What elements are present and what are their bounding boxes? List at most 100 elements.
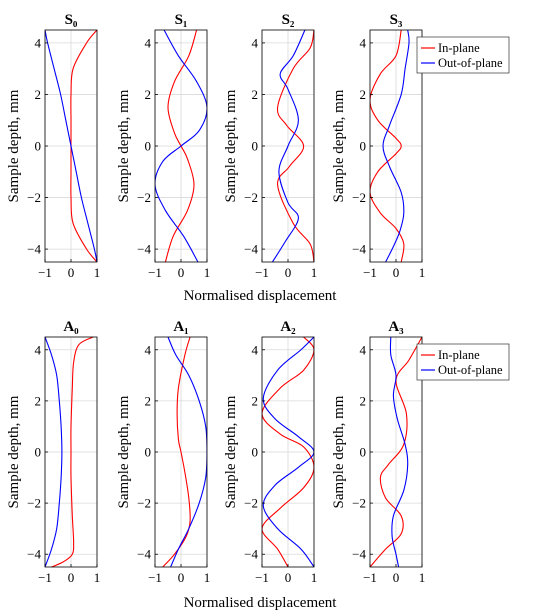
y-tick-label: 0	[145, 139, 152, 154]
legend-entry-label: Out-of-plane	[438, 56, 503, 70]
y-tick-label: 0	[252, 139, 259, 154]
y-tick-label: −2	[27, 496, 41, 511]
x-tick-label: 0	[68, 570, 75, 585]
x-tick-label: 0	[68, 265, 75, 280]
y-tick-label: 2	[360, 393, 367, 408]
x-tick-label: 0	[393, 265, 400, 280]
y-tick-label: 2	[252, 393, 259, 408]
x-tick-label: 1	[204, 265, 211, 280]
y-tick-label: 4	[360, 35, 367, 50]
legend-box	[416, 36, 510, 74]
legend-entry-label: Out-of-plane	[438, 363, 503, 377]
series-group	[45, 337, 94, 567]
panels-group: −1 0 1 −4 −2 0 2 4 S₀ Sample depth, mm −1 0 1 −4 −2 0 2 4…	[6, 12, 510, 585]
y-tick-label: 4	[252, 342, 259, 357]
panel-title: A₀	[63, 319, 79, 335]
panel-a1: −1 0 1 −4 −2 0 2 4 A₁ Sample depth, mm	[116, 319, 210, 585]
y-tick-label: 4	[145, 342, 152, 357]
y-axis-label: Sample depth, mm	[223, 89, 239, 202]
y-tick-label: 2	[360, 87, 367, 102]
y-tick-label: −2	[137, 190, 151, 205]
series-group	[262, 337, 314, 567]
x-axis-label-bottom-row: Normalised displacement	[184, 595, 338, 611]
x-tick-label: −1	[148, 265, 162, 280]
panel-s1: −1 0 1 −4 −2 0 2 4 S₁ Sample depth, mm	[116, 12, 210, 280]
y-axis-label: Sample depth, mm	[331, 395, 347, 508]
y-tick-label: 2	[145, 393, 152, 408]
y-tick-label: 0	[360, 445, 367, 460]
series-group	[45, 30, 97, 262]
y-tick-label: −4	[244, 547, 258, 562]
x-tick-label: 1	[419, 265, 426, 280]
out-of-plane-series-line	[389, 337, 409, 567]
y-tick-label: 2	[35, 87, 42, 102]
y-tick-label: −4	[137, 242, 151, 257]
x-tick-label: 1	[419, 570, 426, 585]
panel-a3: −1 0 1 −4 −2 0 2 4 A₃ Sample depth, mm In-planeOut…	[331, 319, 510, 585]
out-of-plane-series-line	[45, 337, 63, 567]
y-axis-label: Sample depth, mm	[6, 89, 22, 202]
y-axis-label: Sample depth, mm	[6, 395, 22, 508]
panel-title: S₃	[390, 12, 403, 28]
out-of-plane-series-line	[167, 337, 207, 567]
y-tick-label: −4	[244, 242, 258, 257]
in-plane-series-line	[51, 337, 94, 567]
y-tick-label: 2	[145, 87, 152, 102]
legend-entry-label: In-plane	[438, 41, 480, 55]
y-tick-label: 4	[360, 342, 367, 357]
x-tick-label: −1	[363, 265, 377, 280]
x-tick-label: 1	[311, 570, 318, 585]
panel-s3: −1 0 1 −4 −2 0 2 4 S₃ Sample depth, mm In-planeOut…	[331, 12, 510, 280]
panel-title: S₂	[282, 12, 295, 28]
x-tick-label: −1	[38, 265, 52, 280]
out-of-plane-series-line	[382, 30, 410, 262]
in-plane-series-line	[276, 30, 314, 262]
y-tick-label: 2	[252, 87, 259, 102]
y-tick-label: −4	[27, 242, 41, 257]
y-tick-label: −4	[137, 547, 151, 562]
x-tick-label: 1	[204, 570, 211, 585]
panel-title: S₀	[65, 12, 78, 28]
series-group	[370, 337, 422, 567]
out-of-plane-series-line	[271, 30, 306, 262]
x-tick-label: 0	[285, 570, 292, 585]
y-axis-label: Sample depth, mm	[331, 89, 347, 202]
x-axis-label-top-row: Normalised displacement	[184, 288, 338, 304]
series-group	[370, 30, 410, 262]
legend-entry-label: In-plane	[438, 348, 480, 362]
x-tick-label: 0	[285, 265, 292, 280]
y-tick-label: 0	[35, 445, 42, 460]
y-tick-label: 0	[35, 139, 42, 154]
panel-a2: −1 0 1 −4 −2 0 2 4 A₂ Sample depth, mm	[223, 319, 317, 585]
x-tick-label: 1	[94, 265, 101, 280]
legend-box	[416, 343, 510, 381]
x-tick-label: −1	[148, 570, 162, 585]
y-tick-label: 4	[145, 35, 152, 50]
series-group	[155, 30, 207, 262]
y-tick-label: 0	[360, 139, 367, 154]
y-tick-label: 4	[35, 342, 42, 357]
y-tick-label: 2	[35, 393, 42, 408]
y-tick-label: −4	[352, 242, 366, 257]
y-tick-label: −4	[27, 547, 41, 562]
y-tick-label: 0	[145, 445, 152, 460]
y-tick-label: −2	[137, 496, 151, 511]
series-group	[162, 337, 207, 567]
y-tick-label: 4	[35, 35, 42, 50]
panel-title: A₃	[388, 319, 404, 335]
in-plane-series-line	[162, 337, 191, 567]
panel-title: A₂	[280, 319, 296, 335]
in-plane-series-line	[262, 337, 314, 567]
x-tick-label: −1	[255, 265, 269, 280]
x-tick-label: −1	[255, 570, 269, 585]
y-axis-label: Sample depth, mm	[116, 395, 132, 508]
y-axis-label: Sample depth, mm	[116, 89, 132, 202]
y-axis-label: Sample depth, mm	[223, 395, 239, 508]
out-of-plane-series-line	[155, 30, 207, 262]
out-of-plane-series-line	[262, 337, 314, 567]
x-tick-label: 1	[311, 265, 318, 280]
y-tick-label: −2	[352, 190, 366, 205]
